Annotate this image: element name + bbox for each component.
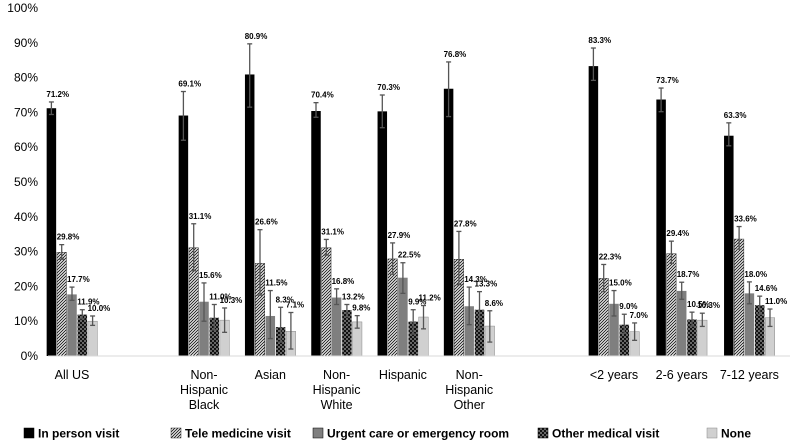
data-label: 10.0% (88, 304, 111, 313)
x-tick-label: Hispanic (379, 368, 427, 382)
data-label: 9.8% (352, 304, 370, 313)
data-label: 31.1% (321, 227, 344, 236)
data-label: 11.2% (419, 294, 441, 303)
bar (67, 294, 77, 356)
data-label: 70.3% (377, 83, 400, 92)
data-label: 71.2% (46, 90, 69, 99)
bar (667, 254, 677, 356)
data-label: 7.0% (630, 311, 648, 320)
data-label: 73.7% (656, 76, 679, 85)
data-label: 31.1% (189, 212, 212, 221)
data-label: 33.6% (734, 215, 757, 224)
bar (179, 116, 189, 356)
data-label: 9.0% (619, 302, 637, 311)
x-tick-label: 2-6 years (656, 368, 708, 382)
x-axis: All US Non-Hispanic Black Asian Non-Hispanic… (48, 356, 790, 412)
data-label: 70.4% (311, 91, 334, 100)
bars (47, 66, 775, 356)
bar (734, 239, 744, 356)
data-label: 27.8% (454, 219, 477, 228)
legend-item: In person visit (24, 427, 119, 441)
legend: In person visit Tele medicine visit Urgent… (24, 427, 751, 441)
legend-swatch (538, 428, 548, 438)
data-label: 13.2% (342, 293, 365, 302)
legend-item: Other medical visit (538, 427, 659, 441)
bar (78, 315, 88, 356)
legend-swatch (707, 428, 717, 438)
data-label: 29.8% (57, 233, 80, 242)
chart: 0% 10% 20% 30% 40% 50% 60% 70% 80% 90% 100% 71.2% 6… (0, 0, 795, 444)
bar (724, 136, 734, 356)
y-tick-label: 70% (14, 105, 38, 119)
legend-swatch (313, 428, 323, 438)
x-tick-label: Non-Hispanic Black (180, 368, 228, 412)
legend-swatch (24, 428, 34, 438)
data-label: 27.9% (388, 231, 411, 240)
data-label: 80.9% (245, 32, 268, 41)
x-tick-label: Asian (255, 368, 286, 382)
data-label: 16.8% (332, 277, 355, 286)
data-label: 14.6% (755, 284, 778, 293)
bar (656, 100, 666, 356)
bar (57, 252, 66, 356)
x-tick-label: 7-12 years (720, 368, 779, 382)
data-label: 11.0% (765, 297, 787, 306)
x-tick-label: All US (55, 368, 90, 382)
y-tick-label: 50% (14, 175, 38, 189)
data-label: 69.1% (178, 80, 201, 89)
data-label: 26.6% (255, 218, 278, 227)
bar (677, 291, 687, 356)
y-tick-label: 0% (21, 349, 39, 363)
bar (322, 248, 332, 356)
y-tick-label: 100% (7, 1, 38, 15)
data-label: 76.8% (444, 50, 467, 59)
bar (245, 74, 255, 356)
legend-swatch (171, 428, 181, 438)
data-label: 18.7% (677, 270, 700, 279)
data-label: 10.3% (220, 296, 243, 305)
data-label: 10.3% (697, 301, 720, 310)
legend-item: Tele medicine visit (171, 427, 291, 441)
bar (47, 108, 57, 356)
data-label: 7.1% (286, 301, 304, 310)
data-label: 83.3% (588, 36, 611, 45)
x-tick-label: Non-Hispanic Other (445, 368, 493, 412)
data-label: 15.6% (199, 271, 222, 280)
y-axis: 0% 10% 20% 30% 40% 50% 60% 70% 80% 90% 100% (7, 1, 38, 363)
bar (332, 298, 342, 356)
legend-label: Other medical visit (552, 427, 659, 441)
y-tick-label: 40% (14, 210, 38, 224)
legend-label: In person visit (38, 427, 119, 441)
data-label: 11.5% (265, 279, 287, 288)
data-label: 63.3% (724, 111, 747, 120)
x-tick-label: Non-Hispanic White (313, 368, 361, 412)
y-tick-label: 30% (14, 245, 38, 259)
data-label: 18.0% (744, 270, 767, 279)
x-tick-label: <2 years (590, 368, 638, 382)
legend-label: Urgent care or emergency room (327, 427, 509, 441)
data-labels: 71.2% 69.1% 80.9% 70.4% 70.3% 76.8% 83.3% 73.7%… (46, 32, 787, 320)
data-label: 15.0% (609, 279, 632, 288)
data-label: 22.5% (398, 251, 421, 260)
bar (589, 66, 599, 356)
bar (311, 111, 321, 356)
data-label: 29.4% (666, 229, 689, 238)
data-label: 22.3% (599, 252, 622, 261)
y-tick-label: 20% (14, 279, 38, 293)
y-tick-label: 60% (14, 140, 38, 154)
legend-label: None (721, 427, 751, 441)
y-tick-label: 80% (14, 71, 38, 85)
data-label: 8.6% (485, 299, 503, 308)
data-label: 13.3% (475, 280, 498, 289)
data-label: 17.7% (67, 275, 90, 284)
legend-item: Urgent care or emergency room (313, 427, 509, 441)
legend-item: None (707, 427, 751, 441)
legend-label: Tele medicine visit (185, 427, 291, 441)
y-tick-label: 10% (14, 314, 38, 328)
bar (444, 89, 454, 356)
bar (88, 321, 98, 356)
bar (378, 111, 388, 356)
y-tick-label: 90% (14, 36, 38, 50)
